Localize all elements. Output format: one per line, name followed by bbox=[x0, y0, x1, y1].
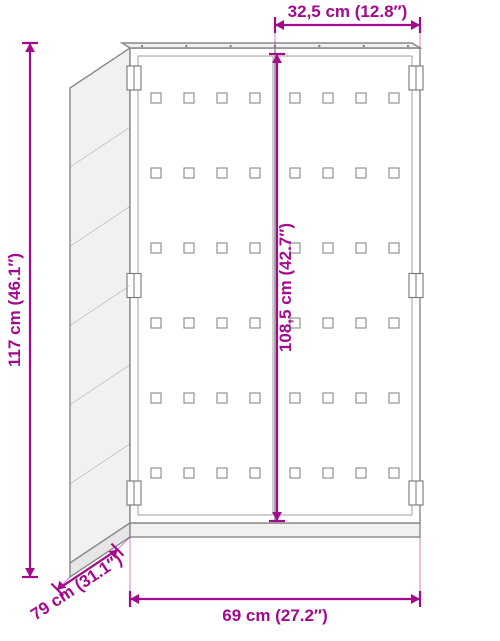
dimension-width: 69 cm (27.2″) bbox=[222, 606, 327, 625]
dimension-height: 117 cm (46.1″) bbox=[5, 253, 24, 367]
dimension-top-half: 32,5 cm (12.8″) bbox=[288, 2, 408, 21]
dimension-inner-height: 108,5 cm (42.7″) bbox=[276, 223, 295, 352]
cabinet-diagram bbox=[70, 43, 423, 577]
